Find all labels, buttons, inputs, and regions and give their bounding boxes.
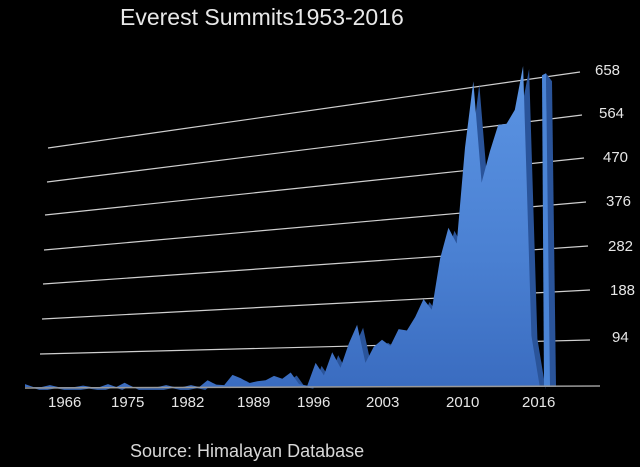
gridline	[47, 71, 581, 149]
x-tick-label: 1996	[297, 394, 331, 411]
source-note: Source: Himalayan Database	[130, 441, 365, 461]
x-tick-label: 1982	[171, 394, 205, 411]
x-tick-label: 1989	[237, 394, 271, 411]
chart-title: Everest Summits1953-2016	[120, 4, 404, 30]
y-tick-label: 564	[599, 105, 625, 122]
y-tick-label: 470	[603, 149, 629, 166]
x-axis-line	[24, 385, 601, 389]
x-tick-label: 1966	[48, 394, 82, 411]
spike-2016	[542, 73, 550, 387]
area-series	[25, 66, 540, 387]
x-tick-label: 1975	[111, 394, 145, 411]
x-tick-label: 2003	[366, 394, 400, 411]
x-tick-label: 2010	[446, 394, 480, 411]
gridline	[46, 114, 583, 183]
y-tick-label: 94	[612, 329, 629, 346]
data-area	[25, 66, 556, 390]
y-tick-label: 282	[608, 238, 634, 255]
y-tick-label: 188	[610, 282, 636, 299]
y-tick-label: 658	[595, 62, 621, 79]
y-tick-label: 376	[606, 193, 632, 210]
x-tick-label: 2016	[522, 394, 556, 411]
